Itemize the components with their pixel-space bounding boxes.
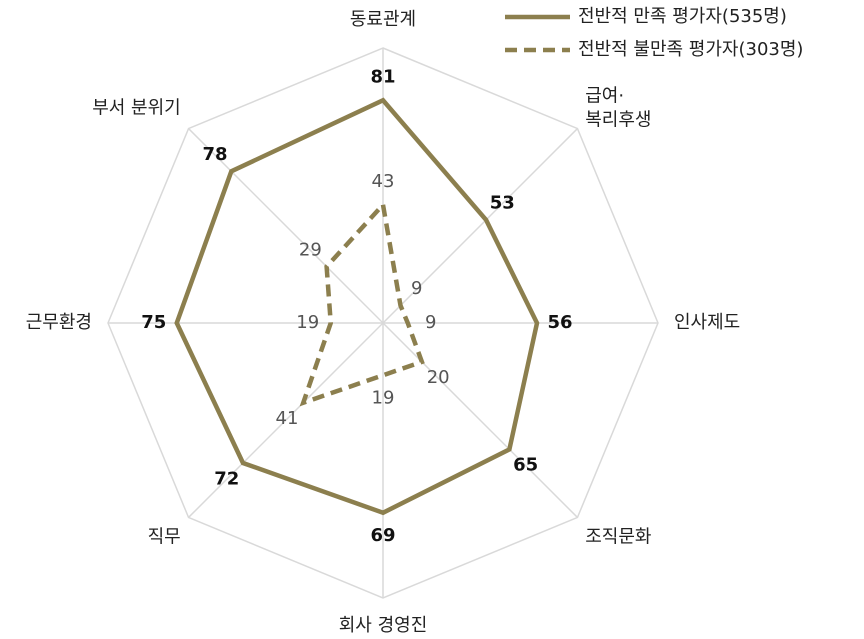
series-line <box>174 97 540 516</box>
legend-label: 전반적 만족 평가자(535명) <box>578 6 787 27</box>
value-label: 43 <box>372 171 395 192</box>
legend-label: 전반적 불만족 평가자(303명) <box>578 39 803 60</box>
value-label: 29 <box>299 239 322 260</box>
value-label: 69 <box>370 525 395 546</box>
category-label: 직무 <box>148 526 181 547</box>
spoke <box>188 128 384 324</box>
value-label: 20 <box>427 367 450 388</box>
value-label: 19 <box>372 387 395 408</box>
series-line <box>299 199 425 407</box>
value-label: 75 <box>141 312 166 333</box>
value-label: 65 <box>513 455 538 476</box>
value-label: 56 <box>547 312 572 333</box>
category-label: 급여· 복리후생 <box>585 86 651 131</box>
category-label: 부서 분위기 <box>92 98 181 119</box>
value-label: 41 <box>276 408 299 429</box>
category-label: 인사제도 <box>674 312 740 333</box>
value-label: 19 <box>296 312 319 333</box>
spoke <box>382 128 578 324</box>
spoke <box>382 322 578 518</box>
value-label: 72 <box>214 468 239 489</box>
value-label: 9 <box>425 312 436 333</box>
spoke <box>188 322 384 518</box>
category-label: 조직문화 <box>585 526 651 547</box>
category-label: 회사 경영진 <box>339 615 428 636</box>
value-label: 78 <box>203 144 228 165</box>
value-label: 53 <box>490 193 515 214</box>
value-label: 9 <box>411 278 422 299</box>
category-label: 근무환경 <box>26 312 92 333</box>
value-label: 81 <box>370 66 395 87</box>
category-label: 동료관계 <box>350 9 416 30</box>
